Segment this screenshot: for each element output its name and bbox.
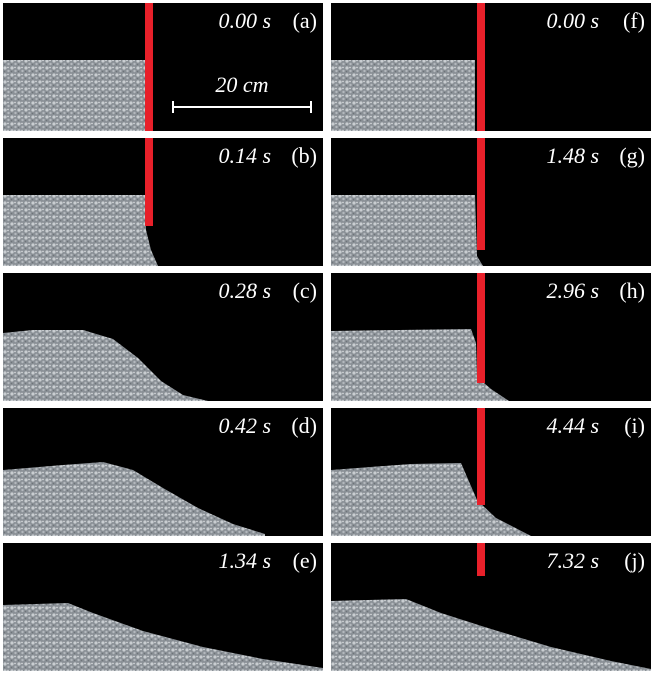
panel-label: (f) [623, 8, 645, 33]
panel-label: (e) [293, 548, 317, 573]
panel: 0.14 s (b) [3, 138, 323, 266]
panel-label: (j) [624, 548, 645, 573]
gate [145, 3, 153, 131]
panel: 2.96 s (h) [331, 273, 651, 401]
panel-label: (d) [291, 413, 317, 438]
figure: 0.00 s (a) 20 cm 0.14 s (b) 0.28 s (c) 0.42 s (d… [0, 0, 653, 677]
granular-pile [331, 60, 475, 131]
time-label: 7.32 s [546, 548, 599, 573]
gate [477, 543, 485, 576]
granular-pile [3, 195, 158, 266]
panel: 0.28 s (c) [3, 273, 323, 401]
time-label: 2.96 s [546, 278, 599, 303]
time-label: 4.44 s [546, 413, 599, 438]
time-label: 1.34 s [218, 548, 271, 573]
panel: 7.32 s (j) [331, 543, 651, 671]
granular-pile [3, 60, 145, 131]
time-label: 0.42 s [218, 413, 271, 438]
panel-label: (a) [293, 8, 317, 33]
time-label: 0.14 s [218, 143, 271, 168]
gate [145, 138, 153, 226]
panel: 4.44 s (i) [331, 408, 651, 536]
panel: 1.48 s (g) [331, 138, 651, 266]
panel: 0.42 s (d) [3, 408, 323, 536]
gate [477, 3, 485, 131]
panel-label: (c) [293, 278, 317, 303]
time-label: 1.48 s [546, 143, 599, 168]
panel-label: (i) [624, 413, 645, 438]
gate [477, 408, 485, 505]
time-label: 0.28 s [218, 278, 271, 303]
gate [477, 273, 485, 383]
panel-label: (b) [291, 143, 317, 168]
time-label: 0.00 s [546, 8, 599, 33]
panel: 1.34 s (e) [3, 543, 323, 671]
panel-label: (h) [619, 278, 645, 303]
time-label: 0.00 s [218, 8, 271, 33]
granular-pile [331, 195, 483, 266]
panel: 0.00 s (f) [331, 3, 651, 131]
panel-label: (g) [619, 143, 645, 168]
gate [477, 138, 485, 250]
scale-bar-label: 20 cm [215, 72, 268, 97]
panel: 0.00 s (a) 20 cm [3, 3, 323, 131]
